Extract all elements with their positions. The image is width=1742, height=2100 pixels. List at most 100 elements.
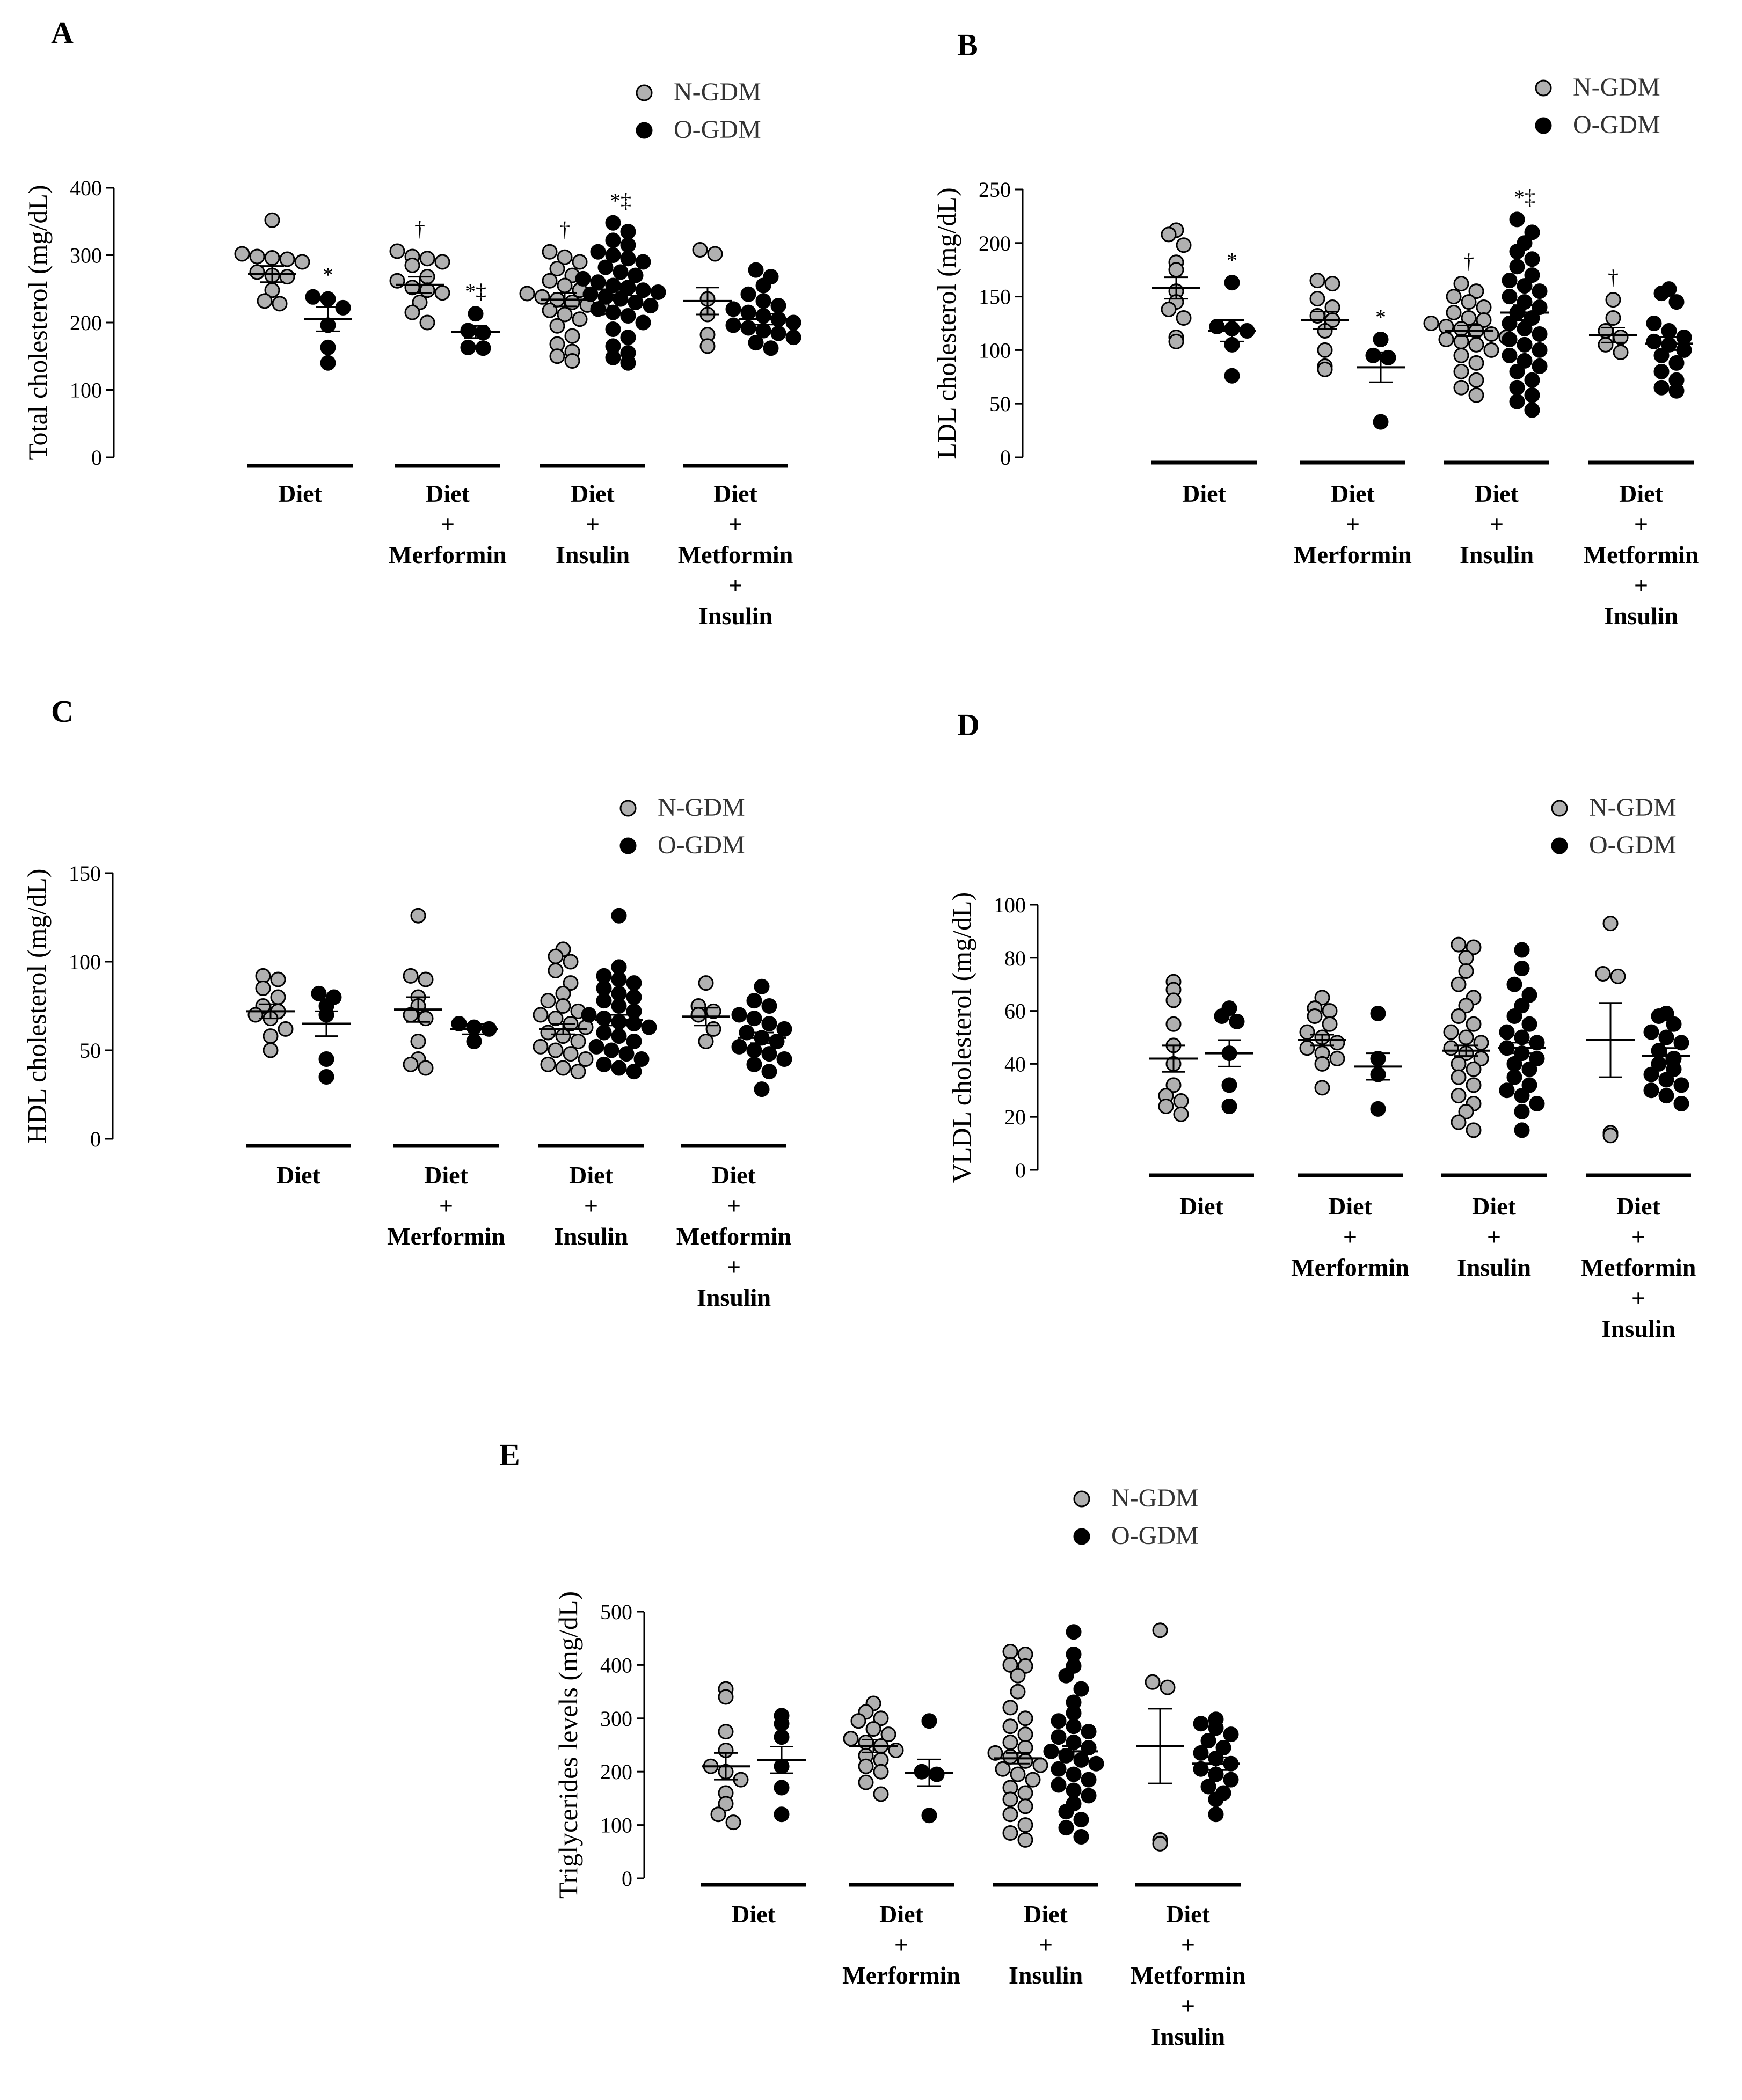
category-label: Diet	[1472, 1192, 1516, 1220]
data-point	[1521, 1061, 1537, 1077]
data-point	[1051, 1761, 1067, 1777]
series-n-gdm	[246, 968, 295, 1058]
data-point	[548, 948, 564, 964]
panel-c: C 0 50 100 150 HDL cholesterol (mg/dL) N-GDM O-…	[21, 694, 792, 1311]
data-point	[1314, 1080, 1330, 1096]
data-point	[596, 1056, 612, 1072]
category-label: +	[1490, 510, 1504, 538]
data-point	[249, 248, 265, 265]
legend-marker-n-gdm	[1073, 1490, 1090, 1508]
category-label: Diet	[879, 1900, 923, 1928]
data-point	[858, 1758, 874, 1774]
category-label: Diet	[712, 1161, 756, 1189]
category-label: +	[727, 1253, 741, 1281]
data-point	[1373, 414, 1389, 430]
data-point	[540, 993, 556, 1009]
category-label: Insulin	[1457, 1254, 1531, 1281]
data-point	[1200, 1779, 1216, 1795]
data-point	[1502, 289, 1518, 305]
series-n-gdm	[1136, 1622, 1184, 1852]
data-point	[1208, 1720, 1224, 1736]
y-tick-label: 50	[989, 392, 1011, 416]
data-point	[1002, 1806, 1018, 1823]
data-point	[466, 1034, 482, 1049]
data-point	[305, 289, 321, 305]
data-point	[1502, 316, 1518, 331]
data-point	[1653, 347, 1670, 363]
data-point	[718, 1724, 734, 1740]
category-label: Diet	[569, 1161, 613, 1189]
category-label: +	[1634, 572, 1648, 599]
data-point	[1468, 387, 1484, 403]
data-point	[1502, 273, 1518, 289]
data-point	[603, 1042, 619, 1058]
data-point	[540, 1025, 556, 1041]
data-point	[1532, 342, 1548, 358]
data-point	[460, 339, 476, 355]
data-point	[1073, 1681, 1089, 1697]
data-point	[1158, 1098, 1174, 1114]
data-point	[620, 251, 636, 267]
data-point	[389, 243, 405, 259]
data-point	[1161, 302, 1177, 318]
significance-marker: †	[559, 217, 570, 242]
panel-a: A 0 100 200 300 400 Total cholesterol (mg/dL) N…	[23, 15, 801, 630]
data-point	[620, 330, 636, 346]
category-label: +	[728, 510, 742, 538]
category-label: Diet	[1475, 480, 1519, 507]
series-n-gdm	[533, 941, 594, 1080]
legend-label-n-gdm: N-GDM	[1573, 73, 1660, 101]
data-point	[263, 1028, 279, 1044]
legend-marker-o-gdm	[619, 837, 637, 854]
data-point	[1521, 1077, 1537, 1093]
data-point	[725, 301, 741, 317]
data-point	[1653, 379, 1670, 396]
data-point	[650, 284, 666, 301]
data-point	[247, 1007, 264, 1023]
data-point	[1524, 387, 1540, 403]
data-point	[557, 249, 573, 265]
data-point	[692, 242, 708, 258]
y-tick-label: 200	[600, 1760, 632, 1784]
data-point	[710, 1806, 726, 1823]
significance-marker: *‡	[610, 188, 631, 213]
data-point	[776, 1051, 792, 1067]
data-point	[1458, 1103, 1474, 1119]
series-o-gdm	[725, 262, 801, 356]
category-label: Insulin	[1460, 541, 1534, 568]
data-point	[1514, 1103, 1530, 1119]
data-point	[690, 1007, 706, 1023]
y-tick-label: 100	[600, 1813, 632, 1838]
data-point	[1165, 992, 1182, 1008]
data-point	[404, 304, 420, 320]
data-point	[1200, 1733, 1216, 1749]
data-point	[1017, 1753, 1033, 1769]
data-point	[1610, 968, 1626, 984]
data-point	[294, 254, 310, 270]
data-point	[635, 314, 651, 331]
data-point	[1317, 361, 1333, 377]
significance-marker: *	[1375, 305, 1386, 329]
data-point	[563, 975, 579, 991]
data-point	[320, 355, 336, 371]
data-point	[699, 338, 716, 354]
category-label: +	[441, 510, 455, 538]
y-tick-label: 250	[979, 178, 1011, 202]
data-point	[1223, 1772, 1239, 1788]
data-point	[570, 1034, 586, 1049]
data-point	[548, 1011, 564, 1027]
data-point	[419, 314, 435, 331]
data-point	[1299, 1040, 1315, 1056]
category-label: +	[1346, 510, 1360, 538]
category-label: Metformin	[676, 1223, 792, 1250]
data-point	[270, 971, 286, 987]
y-tick-label: 150	[979, 285, 1011, 309]
series-o-gdm	[1043, 1624, 1104, 1845]
data-point	[1514, 1122, 1530, 1138]
data-point	[1002, 1735, 1018, 1751]
data-point	[1517, 353, 1533, 369]
data-point	[548, 963, 564, 978]
data-point	[1673, 1035, 1689, 1051]
panel-label: A	[51, 15, 74, 50]
category-label: Diet	[713, 480, 757, 507]
